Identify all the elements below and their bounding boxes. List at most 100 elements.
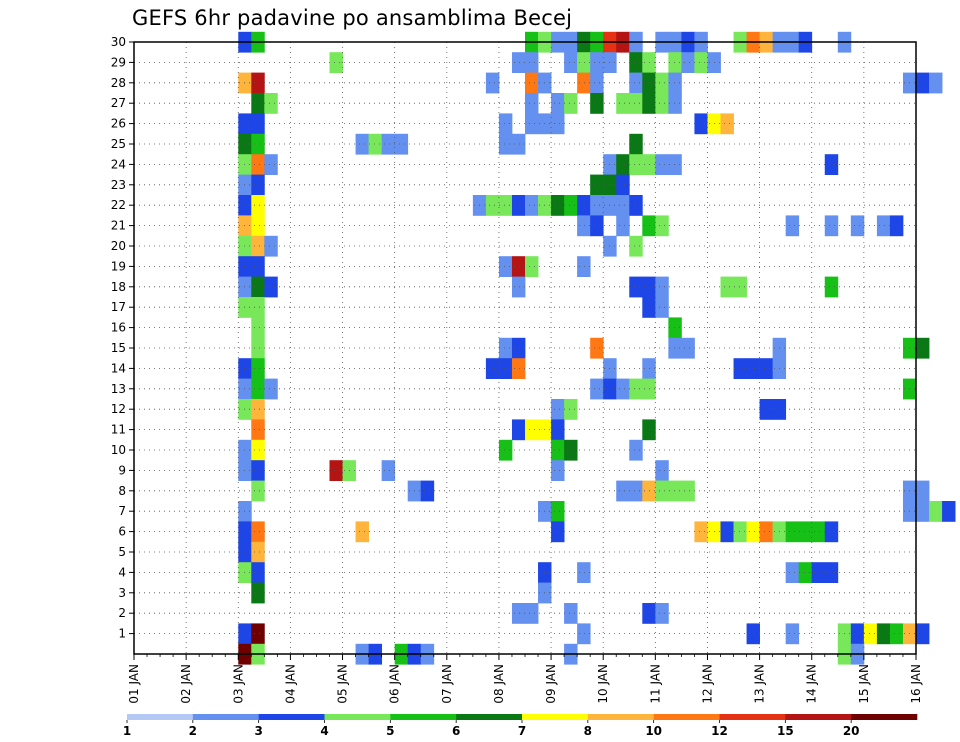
heatmap-cell [798, 562, 813, 583]
heatmap-cell [616, 93, 630, 114]
heatmap-cell [733, 358, 747, 379]
heatmap-cell [668, 337, 682, 359]
heatmap-cell [629, 439, 643, 461]
heatmap-cell [355, 521, 369, 543]
y-tick-label: 23 [111, 178, 126, 192]
x-axis: 01 JAN 02 JAN 03 JAN 04 JAN 05 JAN 06 JAN 07 J… [127, 654, 923, 704]
heatmap-cell [668, 317, 682, 339]
colorbar-label: 4 [320, 724, 328, 738]
heatmap-cell [485, 72, 500, 94]
heatmap-cell [590, 93, 604, 114]
heatmap-cell [251, 297, 265, 318]
y-tick-label: 17 [111, 300, 126, 314]
heatmap-cell [616, 154, 630, 175]
heatmap-cell [355, 133, 369, 155]
y-tick-label: 5 [118, 545, 126, 559]
heatmap-cell [525, 113, 539, 135]
heatmap-cell [498, 256, 513, 277]
heatmap-cell [525, 419, 539, 441]
colorbar-swatch [785, 714, 852, 720]
heatmap-cell [577, 195, 591, 216]
heatmap-cell [498, 113, 513, 135]
heatmap-cell [577, 623, 591, 645]
heatmap-cell [850, 215, 865, 237]
heatmap-cell [394, 133, 409, 155]
heatmap-cell [251, 582, 265, 604]
heatmap-cell [551, 113, 565, 135]
y-tick-label: 13 [111, 382, 126, 396]
y-tick-label: 24 [111, 157, 126, 171]
heatmap-cell [251, 399, 265, 420]
x-tick-label: 14 JAN [805, 664, 819, 704]
x-tick-label: 15 JAN [857, 664, 871, 704]
y-tick-label: 3 [118, 586, 126, 600]
heatmap-cell [850, 623, 865, 645]
heatmap-cell [264, 378, 278, 400]
heatmap-cell [916, 480, 930, 502]
heatmap-cell [616, 215, 630, 237]
heatmap-cell [655, 215, 669, 237]
heatmap-cell [811, 521, 826, 543]
heatmap-cell [251, 337, 265, 359]
chart-title: GEFS 6hr padavine po ansamblima Becej [132, 6, 573, 30]
y-tick-label: 22 [111, 198, 126, 212]
heatmap-cell [525, 52, 539, 73]
heatmap-cell [577, 52, 591, 73]
heatmap-cell [929, 72, 943, 94]
colorbar-label: 5 [386, 724, 394, 738]
heatmap-cell [785, 521, 800, 543]
x-tick-label: 10 JAN [596, 664, 610, 704]
heatmap-cell [251, 419, 265, 441]
heatmap-cell [694, 52, 708, 73]
y-tick-label: 19 [111, 259, 126, 273]
heatmap-cell [720, 521, 734, 543]
heatmap-cell [655, 460, 669, 481]
y-tick-label: 10 [111, 443, 126, 457]
colorbar-swatch [258, 714, 325, 720]
heatmap-cell [251, 195, 265, 216]
x-tick-label: 03 JAN [231, 664, 245, 704]
y-tick-label: 7 [118, 504, 126, 518]
heatmap-cell [759, 358, 774, 379]
heatmap-cell [668, 72, 682, 94]
heatmap-cell [629, 154, 643, 175]
heatmap-cell [251, 623, 265, 645]
heatmap-cell [577, 72, 591, 94]
heatmap-cell [551, 521, 565, 543]
heatmap-cell [876, 623, 891, 645]
heatmap-cell [681, 52, 695, 73]
y-tick-label: 12 [111, 402, 126, 416]
heatmap-cell [251, 256, 265, 277]
colorbar-swatch [324, 714, 391, 720]
heatmap-cell [629, 133, 643, 155]
heatmap-cell [759, 399, 774, 420]
heatmap-cell [824, 521, 839, 543]
heatmap-cell [511, 419, 526, 441]
heatmap-cell [616, 174, 630, 196]
heatmap-cell [525, 256, 539, 277]
y-tick-label: 8 [118, 484, 126, 498]
y-tick-label: 11 [111, 423, 126, 437]
heatmap-cell [251, 521, 265, 543]
heatmap-cell [616, 195, 630, 216]
heatmap-cell [655, 72, 669, 94]
colorbar-label: 20 [843, 724, 860, 738]
heatmap-cell [251, 378, 265, 400]
colorbar-label: 8 [584, 724, 592, 738]
x-tick-label: 05 JAN [336, 664, 350, 704]
heatmap-cell [889, 623, 904, 645]
colorbar-label: 12 [711, 724, 728, 738]
heatmap-cell [551, 439, 565, 461]
heatmap-cell [942, 501, 956, 522]
colorbar-label: 7 [518, 724, 526, 738]
heatmap-cell [498, 337, 513, 359]
y-tick-label: 28 [111, 76, 126, 90]
y-axis: 1234567891011121314151617181920212223242… [111, 35, 134, 641]
colorbar-swatch [192, 714, 259, 720]
heatmap-cell [564, 195, 578, 216]
heatmap-cell [863, 623, 878, 645]
heatmap-cell [629, 72, 643, 94]
heatmap-cell [525, 195, 539, 216]
heatmap-cell [681, 480, 695, 502]
heatmap-cell [251, 154, 265, 175]
